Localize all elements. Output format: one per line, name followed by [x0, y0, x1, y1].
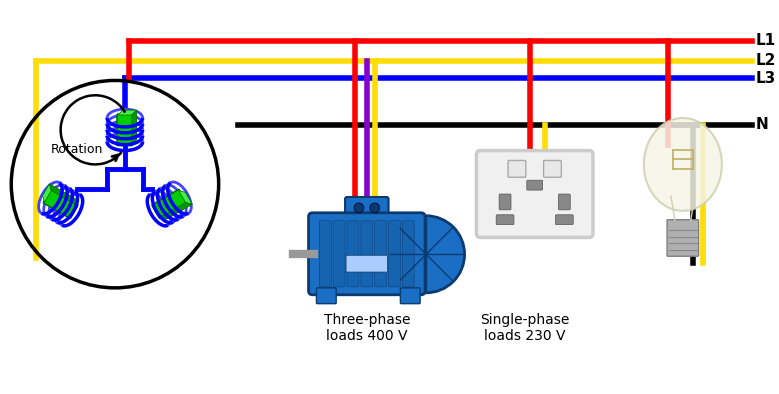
- FancyBboxPatch shape: [508, 160, 526, 177]
- Ellipse shape: [643, 118, 722, 211]
- FancyBboxPatch shape: [527, 180, 543, 190]
- FancyBboxPatch shape: [389, 221, 400, 287]
- Text: L1: L1: [756, 33, 776, 48]
- Circle shape: [354, 203, 364, 213]
- FancyBboxPatch shape: [152, 190, 187, 218]
- Text: Three-phase
loads 400 V: Three-phase loads 400 V: [323, 312, 410, 343]
- FancyBboxPatch shape: [667, 220, 699, 256]
- Text: L3: L3: [756, 71, 776, 86]
- Text: L2: L2: [756, 53, 777, 68]
- Polygon shape: [160, 203, 192, 219]
- Circle shape: [387, 216, 464, 293]
- Circle shape: [370, 203, 379, 213]
- FancyBboxPatch shape: [555, 215, 573, 225]
- FancyBboxPatch shape: [477, 151, 593, 238]
- Polygon shape: [43, 184, 51, 203]
- FancyBboxPatch shape: [333, 221, 345, 287]
- FancyBboxPatch shape: [499, 194, 511, 210]
- FancyBboxPatch shape: [403, 221, 414, 287]
- Polygon shape: [178, 191, 192, 204]
- FancyBboxPatch shape: [308, 213, 425, 295]
- FancyBboxPatch shape: [496, 215, 514, 225]
- FancyBboxPatch shape: [544, 160, 562, 177]
- Text: Rotation: Rotation: [51, 143, 103, 156]
- FancyBboxPatch shape: [346, 255, 387, 272]
- Text: N: N: [756, 117, 769, 132]
- Polygon shape: [49, 184, 77, 205]
- FancyBboxPatch shape: [559, 194, 570, 210]
- FancyBboxPatch shape: [44, 190, 78, 218]
- FancyBboxPatch shape: [316, 288, 337, 304]
- Polygon shape: [118, 110, 136, 115]
- FancyBboxPatch shape: [375, 221, 386, 287]
- FancyBboxPatch shape: [117, 114, 132, 146]
- Polygon shape: [132, 110, 136, 145]
- FancyBboxPatch shape: [319, 221, 331, 287]
- FancyBboxPatch shape: [345, 197, 389, 219]
- FancyBboxPatch shape: [361, 221, 372, 287]
- FancyBboxPatch shape: [347, 221, 359, 287]
- Text: Single-phase
loads 230 V: Single-phase loads 230 V: [480, 312, 569, 343]
- FancyBboxPatch shape: [400, 288, 420, 304]
